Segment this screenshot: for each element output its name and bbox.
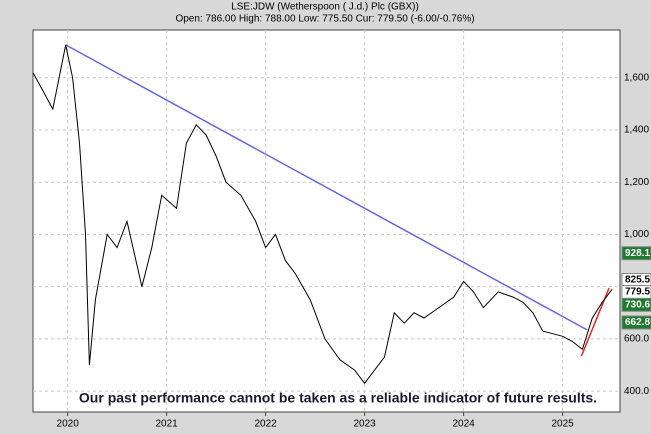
x-tick-label: 2022 [254, 419, 277, 430]
marks [32, 44, 613, 385]
price-level-label: 825.5 [625, 275, 650, 286]
x-tick-label: 2024 [452, 419, 475, 430]
price-level-box [621, 246, 651, 261]
price-level-box [621, 315, 651, 330]
y-tick-label: 1,000 [624, 229, 649, 240]
x-tick-label: 2020 [57, 419, 80, 430]
plot-area [32, 29, 621, 413]
y-tick-label: 1,200 [624, 177, 649, 188]
trend-line [65, 44, 588, 331]
price-level-label: 779.5 [625, 287, 650, 298]
price-line [32, 44, 613, 385]
price-level-label: 662.8 [625, 317, 650, 328]
price-level-label: 730.6 [625, 299, 650, 310]
chart-subtitle: Open: 786.00 High: 788.00 Low: 775.50 Cu… [175, 14, 474, 25]
y-tick-label: 400.0 [624, 386, 649, 397]
disclaimer: Our past performance cannot be taken as … [79, 390, 597, 406]
grid [33, 30, 620, 412]
labels: 400.0600.0800.01,0001,2001,4001,60020202… [57, 72, 651, 430]
x-tick-label: 2025 [551, 419, 574, 430]
x-tick-label: 2023 [353, 419, 376, 430]
y-tick-label: 1,600 [624, 72, 649, 83]
x-tick-label: 2021 [156, 419, 179, 430]
price-level-label: 928.1 [625, 248, 650, 259]
chart-title: LSE:JDW (Wetherspoon ( J.d.) Plc (GBX)) [231, 2, 419, 13]
y-tick-label: 1,400 [624, 125, 649, 136]
price-level-box [621, 297, 651, 312]
y-tick-label: 600.0 [624, 334, 649, 345]
